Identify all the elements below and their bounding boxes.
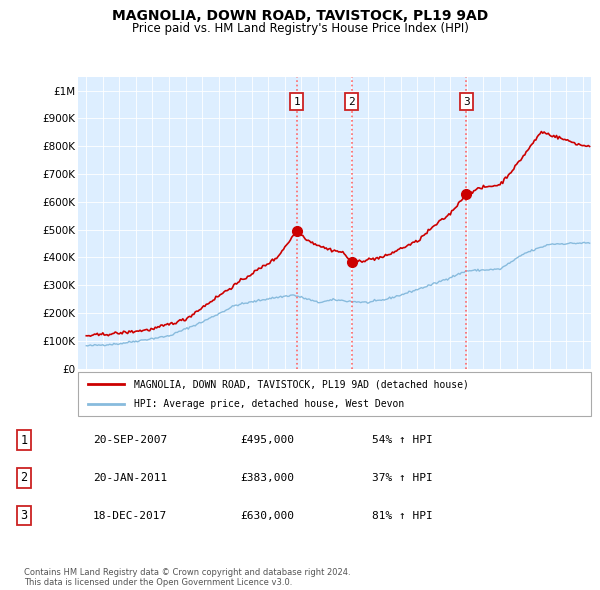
FancyBboxPatch shape (78, 372, 591, 416)
Text: 20-JAN-2011: 20-JAN-2011 (93, 473, 167, 483)
Text: 3: 3 (463, 97, 470, 107)
Text: 1: 1 (293, 97, 300, 107)
Text: 54% ↑ HPI: 54% ↑ HPI (372, 435, 433, 445)
Text: Contains HM Land Registry data © Crown copyright and database right 2024.
This d: Contains HM Land Registry data © Crown c… (24, 568, 350, 587)
Text: 2: 2 (349, 97, 355, 107)
Text: £495,000: £495,000 (240, 435, 294, 445)
Text: 20-SEP-2007: 20-SEP-2007 (93, 435, 167, 445)
Text: 2: 2 (20, 471, 28, 484)
Text: 18-DEC-2017: 18-DEC-2017 (93, 511, 167, 520)
Text: 37% ↑ HPI: 37% ↑ HPI (372, 473, 433, 483)
Text: £383,000: £383,000 (240, 473, 294, 483)
Text: HPI: Average price, detached house, West Devon: HPI: Average price, detached house, West… (134, 399, 404, 408)
Text: 3: 3 (20, 509, 28, 522)
Text: MAGNOLIA, DOWN ROAD, TAVISTOCK, PL19 9AD: MAGNOLIA, DOWN ROAD, TAVISTOCK, PL19 9AD (112, 9, 488, 23)
Text: £630,000: £630,000 (240, 511, 294, 520)
Text: MAGNOLIA, DOWN ROAD, TAVISTOCK, PL19 9AD (detached house): MAGNOLIA, DOWN ROAD, TAVISTOCK, PL19 9AD… (134, 379, 469, 389)
Text: 1: 1 (20, 434, 28, 447)
Text: Price paid vs. HM Land Registry's House Price Index (HPI): Price paid vs. HM Land Registry's House … (131, 22, 469, 35)
Text: 81% ↑ HPI: 81% ↑ HPI (372, 511, 433, 520)
